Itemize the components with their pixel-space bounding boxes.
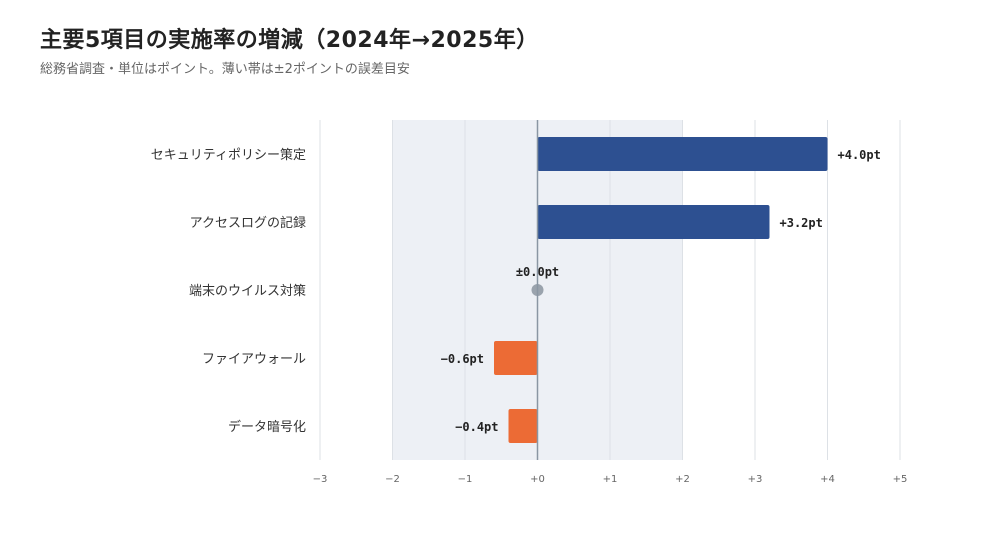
- bar: [537, 137, 828, 171]
- value-label: −0.4pt: [455, 420, 498, 434]
- x-tick-label: +5: [893, 474, 908, 485]
- x-tick-label: −1: [458, 474, 473, 485]
- x-tick-label: +1: [603, 474, 618, 485]
- x-tick-label: −2: [385, 474, 400, 485]
- value-label: +3.2pt: [780, 216, 823, 230]
- bar: [494, 341, 538, 375]
- value-label: +4.0pt: [838, 148, 881, 162]
- x-tick-label: +4: [820, 474, 835, 485]
- x-tick-label: −3: [313, 474, 328, 485]
- category-label: アクセスログの記録: [190, 215, 306, 231]
- x-tick-label: +0: [530, 474, 545, 485]
- value-label: −0.6pt: [441, 352, 484, 366]
- category-label: 端末のウイルス対策: [189, 283, 306, 299]
- x-tick-label: +2: [675, 474, 690, 485]
- category-label: ファイアウォール: [202, 352, 306, 367]
- bar: [537, 205, 770, 239]
- category-label: セキュリティポリシー策定: [151, 147, 306, 163]
- x-tick-label: +3: [748, 474, 763, 485]
- chart-subtitle: 総務省調査・単位はポイント。薄い帯は±2ポイントの誤差目安: [40, 62, 410, 77]
- chart-title: 主要5項目の実施率の増減（2024年→2025年）: [40, 28, 539, 53]
- category-label: データ暗号化: [228, 419, 306, 435]
- bar: [508, 409, 538, 443]
